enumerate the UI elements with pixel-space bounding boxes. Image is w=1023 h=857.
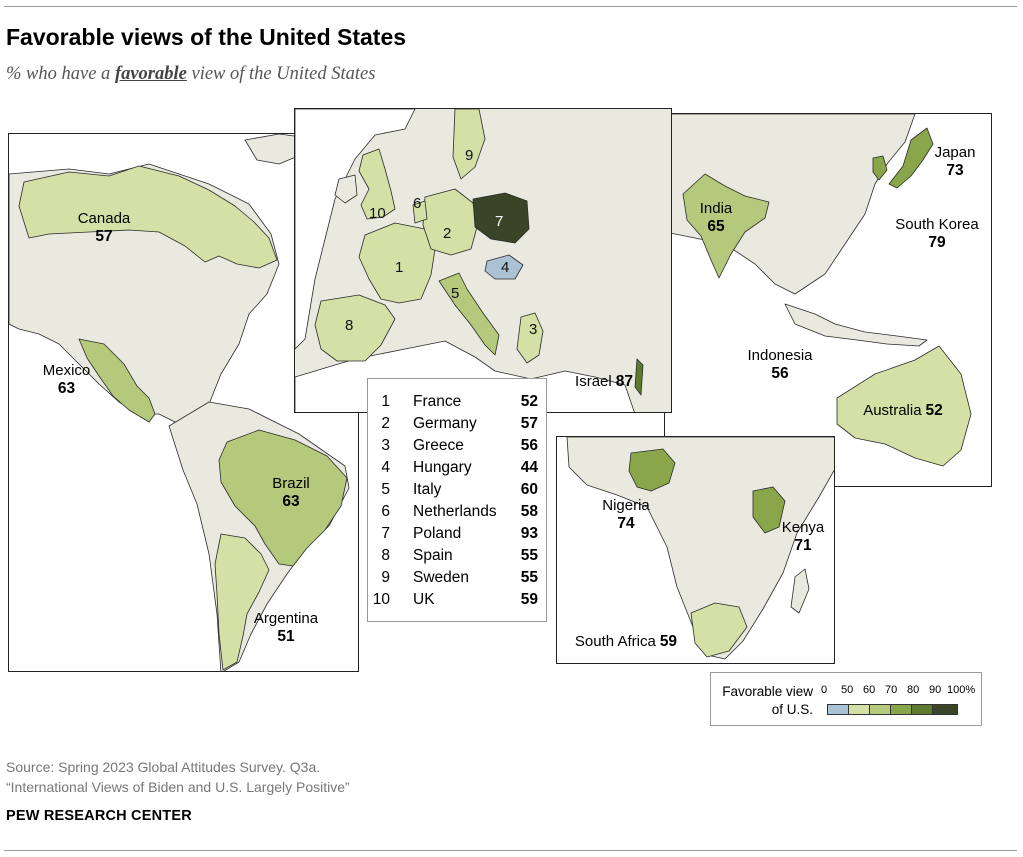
map-num-3: 3 <box>529 321 538 338</box>
japan-shape <box>888 127 934 189</box>
nigeria-shape <box>628 448 676 492</box>
atlantic-water <box>295 109 416 350</box>
legend-swatch-90-100 <box>932 704 958 715</box>
label-brazil: Brazil 63 <box>272 475 310 510</box>
israel-shape <box>634 358 644 396</box>
legend-swatch-50-60 <box>848 704 870 715</box>
label-south-africa: South Africa 59 <box>574 633 678 650</box>
hungary-shape <box>484 254 524 280</box>
netherlands-shape <box>412 200 428 224</box>
europe-key-table: 1 France 52 2 Germany 57 3 Greece 56 4 Hungary 4… <box>367 378 547 622</box>
australia-shape <box>836 345 972 467</box>
key-row: 1 France 52 <box>381 393 538 410</box>
label-indonesia: Indonesia 56 <box>747 347 813 382</box>
key-row: 8 Spain 55 <box>381 547 538 564</box>
sweden-shape <box>452 109 486 180</box>
map-num-2: 2 <box>443 225 452 242</box>
italy-shape <box>438 272 500 356</box>
legend-swatch-60-70 <box>869 704 891 715</box>
key-row: 6 Netherlands 58 <box>381 503 538 520</box>
south-korea-shape <box>872 155 888 181</box>
map-num-1: 1 <box>395 259 404 276</box>
label-india: India 65 <box>699 200 733 235</box>
key-row: 10 UK 59 <box>372 591 538 608</box>
africa-map <box>557 437 834 663</box>
key-row: 9 Sweden 55 <box>381 569 538 586</box>
south-africa-shape <box>690 602 748 658</box>
brand-label: PEW RESEARCH CENTER <box>6 808 192 824</box>
label-nigeria: Nigeria 74 <box>602 497 650 532</box>
africa-map-panel: Nigeria 74 Kenya 71 South Africa 59 <box>556 436 835 664</box>
legend-tick: 50 <box>841 684 854 696</box>
greece-shape <box>516 312 544 364</box>
key-row: 3 Greece 56 <box>381 437 538 454</box>
legend-title: Favorable view of U.S. <box>722 684 813 717</box>
legend-tick: 60 <box>863 684 876 696</box>
key-row: 4 Hungary 44 <box>381 459 538 476</box>
legend-tick: 80 <box>907 684 920 696</box>
label-canada: Canada 57 <box>77 210 131 245</box>
label-mexico: Mexico 63 <box>42 362 91 397</box>
brazil-shape <box>218 429 348 567</box>
label-australia: Australia 52 <box>863 402 943 419</box>
label-argentina: Argentina 51 <box>253 610 319 645</box>
kenya-shape <box>752 486 786 534</box>
argentina-shape <box>214 533 270 671</box>
poland-shape <box>472 192 530 244</box>
canada-shape <box>18 165 278 269</box>
map-num-4: 4 <box>501 259 510 276</box>
map-num-6: 6 <box>413 195 422 212</box>
key-row: 2 Germany 57 <box>381 415 538 432</box>
indonesia-land <box>784 303 928 347</box>
chart-subtitle: % who have a favorable view of the Unite… <box>6 64 376 84</box>
legend-tick: 90 <box>929 684 942 696</box>
key-row: 5 Italy 60 <box>381 481 538 498</box>
legend-tick: 100% <box>947 684 976 696</box>
color-legend: Favorable view of U.S. 0 50 60 70 80 90 1… <box>710 672 982 726</box>
madagascar-land <box>790 568 810 614</box>
legend-tick: 0 <box>821 684 828 696</box>
mexico-shape <box>78 338 156 423</box>
chart-title: Favorable views of the United States <box>6 24 407 50</box>
top-rule <box>4 6 1017 7</box>
uk-shape <box>358 148 396 220</box>
bottom-rule <box>4 850 1017 851</box>
legend-swatch-80-90 <box>911 704 933 715</box>
spain-shape <box>314 294 396 362</box>
map-num-9: 9 <box>465 147 474 164</box>
key-row: 7 Poland 93 <box>381 525 538 542</box>
legend-swatch-70-80 <box>890 704 912 715</box>
europe-map <box>295 109 671 412</box>
asia-map <box>665 114 991 486</box>
label-israel: Israel 87 <box>575 373 633 390</box>
label-kenya: Kenya 71 <box>781 519 825 554</box>
asia-map-panel: Japan 73 South Korea 79 India 65 Indonesia 5… <box>664 113 992 487</box>
map-num-5: 5 <box>451 285 460 302</box>
label-south-korea: South Korea 79 <box>895 216 979 251</box>
germany-shape <box>422 188 478 256</box>
source-note: Source: Spring 2023 Global Attitudes Sur… <box>6 759 350 795</box>
france-shape <box>358 222 436 304</box>
map-num-8: 8 <box>345 317 354 334</box>
label-japan: Japan 73 <box>934 144 976 179</box>
legend-swatch-0-50 <box>827 704 849 715</box>
legend-tick: 70 <box>885 684 898 696</box>
india-shape <box>682 173 770 279</box>
europe-map-panel: 1 2 3 4 5 6 7 8 9 10 Israel 87 <box>294 108 672 413</box>
map-num-7: 7 <box>495 213 504 230</box>
subtitle-emphasis: favorable <box>114 64 187 84</box>
map-num-10: 10 <box>369 205 386 222</box>
ireland-land <box>334 174 358 204</box>
